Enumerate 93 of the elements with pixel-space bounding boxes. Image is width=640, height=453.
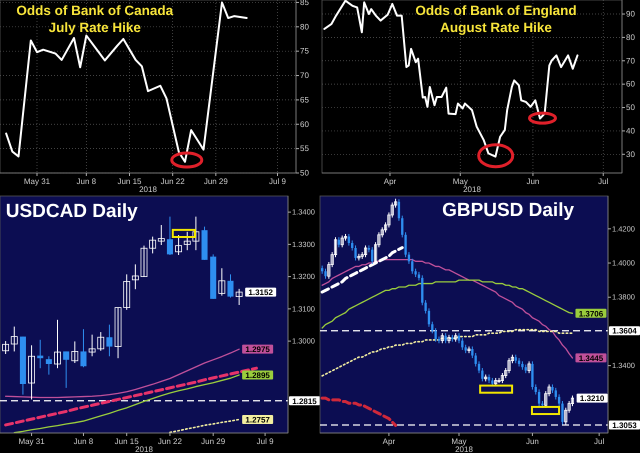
candlestick xyxy=(28,344,35,400)
candlestick xyxy=(88,334,96,357)
y-tick-label: 80 xyxy=(300,22,310,32)
x-tick-label: Apr xyxy=(382,437,396,446)
y-tick-label: 65 xyxy=(300,95,310,104)
y-tick-label: 90 xyxy=(626,10,636,19)
x-axis-title: 2018 xyxy=(139,185,158,194)
candlestick xyxy=(184,231,191,251)
x-tick-label: Jun 8 xyxy=(74,437,94,446)
x-tick-label: Jun 22 xyxy=(158,437,182,446)
candlestick xyxy=(37,339,44,369)
candlestick xyxy=(192,216,200,251)
y-tick-label: 70 xyxy=(300,71,310,80)
x-tick-label: May 31 xyxy=(24,177,51,186)
candlestick xyxy=(338,236,340,248)
candlestick xyxy=(46,356,52,376)
candlestick xyxy=(340,235,344,248)
candlestick xyxy=(236,288,243,306)
chart-title: USDCAD Daily xyxy=(6,201,138,222)
y-tick-label: 60 xyxy=(300,120,310,129)
y-tick-label: 80 xyxy=(626,32,636,42)
y-tick-label: 40 xyxy=(626,126,636,136)
candlestick xyxy=(371,246,374,264)
line-series xyxy=(5,1,248,163)
text: Odds of Bank of England August Rate Hike xyxy=(415,3,577,35)
ref-line-label: 1.2815 xyxy=(292,396,318,406)
data-label: 1.2975 xyxy=(245,345,270,354)
text: Odds of Bank of Canada July Rate Hike xyxy=(16,3,174,35)
candlestick xyxy=(97,332,104,352)
y-tick-label: 50 xyxy=(300,168,310,178)
candlestick xyxy=(158,224,165,246)
x-tick-label: Jul xyxy=(598,177,609,186)
y-tick-label: 75 xyxy=(300,46,310,56)
candlestick xyxy=(114,307,122,359)
candlestick xyxy=(2,340,10,354)
candlestick xyxy=(106,324,112,357)
text: 1.3152 xyxy=(248,288,273,298)
x-tick-label: Jul 9 xyxy=(256,437,274,446)
ref-line-label: 1.3604 xyxy=(612,326,638,336)
x-tick-label: Jun xyxy=(526,437,539,446)
data-label: 1.3706 xyxy=(578,309,604,318)
candlestick xyxy=(364,244,368,258)
chart-title: GBPUSD Daily xyxy=(442,200,574,221)
candlestick xyxy=(507,358,511,374)
x-tick-label: Jun xyxy=(526,177,540,186)
y-tick-label: 50 xyxy=(626,103,636,112)
line-series xyxy=(169,418,240,433)
line-series xyxy=(320,246,404,294)
line-series xyxy=(321,328,574,377)
x-tick-label: Jun 29 xyxy=(201,437,226,446)
candlestick xyxy=(528,360,531,374)
candlestick xyxy=(175,234,182,256)
x-axis-title: 2018 xyxy=(135,445,154,453)
line-series xyxy=(14,374,240,433)
y-tick-label: 70 xyxy=(626,56,636,66)
x-axis-title: 2018 xyxy=(455,445,474,453)
x-tick-label: Jun 8 xyxy=(76,177,97,186)
candlestick xyxy=(444,332,447,344)
x-axis-title: 2018 xyxy=(463,185,482,194)
line-series xyxy=(4,348,240,398)
candlestick xyxy=(348,233,350,246)
x-tick-label: Jun 29 xyxy=(204,177,228,186)
x-tick-label: May 31 xyxy=(18,437,46,446)
candlestick xyxy=(538,388,540,407)
x-tick-label: Apr xyxy=(384,177,397,186)
x-tick-label: May xyxy=(452,177,468,186)
candlestick xyxy=(80,328,86,368)
x-tick-label: Jul 9 xyxy=(269,177,286,186)
candlestick xyxy=(500,372,504,384)
x-tick-label: Jun 15 xyxy=(117,177,142,186)
candlestick xyxy=(123,274,130,310)
candlestick xyxy=(227,274,234,298)
x-tick-label: Jun 15 xyxy=(114,437,140,446)
x-tick-label: May xyxy=(451,437,467,446)
ref-line-label: 1.3053 xyxy=(612,420,638,430)
candlestick xyxy=(71,340,78,364)
text: 1.3210 xyxy=(580,394,604,404)
line-series xyxy=(320,396,398,427)
data-label: 1.2757 xyxy=(245,415,270,424)
candlestick xyxy=(10,326,18,352)
x-tick-label: Jul xyxy=(594,437,604,446)
candlestick xyxy=(166,216,173,256)
data-label: 1.3445 xyxy=(578,354,604,363)
candlestick xyxy=(54,319,61,369)
y-tick-label: 30 xyxy=(626,150,636,159)
x-tick-label: Jun 22 xyxy=(160,177,186,186)
y-tick-label: 60 xyxy=(626,80,636,89)
candlestick xyxy=(63,350,70,388)
data-label: 1.2895 xyxy=(245,370,270,380)
candlestick xyxy=(218,268,226,296)
candlestick xyxy=(531,360,534,390)
y-tick-label: 55 xyxy=(300,144,310,154)
line-series xyxy=(322,279,574,329)
